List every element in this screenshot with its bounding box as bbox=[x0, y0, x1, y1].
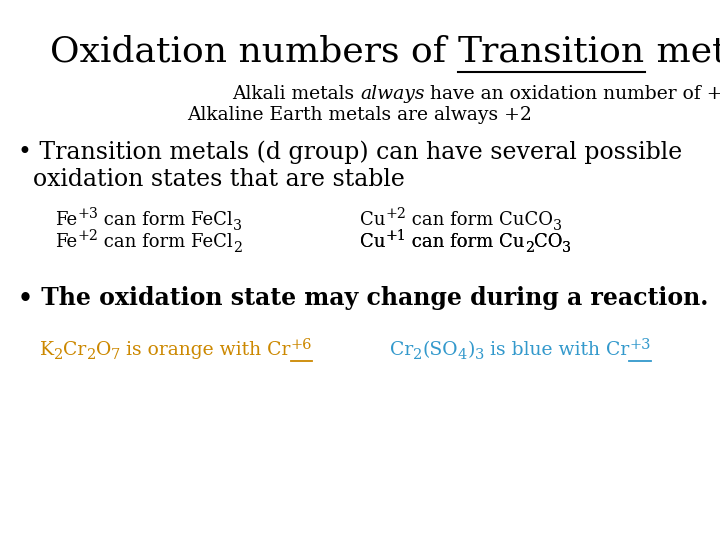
Text: can form FeCl: can form FeCl bbox=[98, 211, 233, 229]
Text: Alkali metals: Alkali metals bbox=[232, 85, 360, 103]
Text: have an oxidation number of +1: have an oxidation number of +1 bbox=[425, 85, 720, 103]
Text: always: always bbox=[360, 85, 425, 103]
Text: Fe: Fe bbox=[55, 233, 77, 251]
Text: can form Cu: can form Cu bbox=[406, 233, 525, 251]
Text: Oxidation numbers of: Oxidation numbers of bbox=[50, 35, 458, 69]
Text: Fe: Fe bbox=[55, 211, 77, 229]
Text: +6: +6 bbox=[291, 338, 312, 352]
Text: 2: 2 bbox=[233, 241, 242, 255]
Text: Transition: Transition bbox=[458, 35, 644, 69]
Text: Cr: Cr bbox=[63, 341, 86, 359]
Text: +1: +1 bbox=[385, 229, 406, 243]
Text: +3: +3 bbox=[629, 338, 651, 352]
Text: oxidation states that are stable: oxidation states that are stable bbox=[18, 168, 405, 191]
Text: CO: CO bbox=[534, 233, 562, 251]
Text: 2: 2 bbox=[525, 241, 534, 255]
Text: • The oxidation state may change during a reaction.: • The oxidation state may change during … bbox=[18, 286, 708, 310]
Text: +2: +2 bbox=[385, 207, 406, 221]
Text: Cu: Cu bbox=[360, 211, 385, 229]
Text: 3: 3 bbox=[554, 219, 562, 233]
Text: 4: 4 bbox=[458, 348, 467, 362]
Text: can form Cu: can form Cu bbox=[406, 233, 525, 251]
Text: CO: CO bbox=[534, 233, 562, 251]
Text: 7: 7 bbox=[111, 348, 120, 362]
Text: K: K bbox=[40, 341, 54, 359]
Text: +2: +2 bbox=[77, 229, 98, 243]
Text: 3: 3 bbox=[474, 348, 484, 362]
Text: Cu: Cu bbox=[360, 233, 385, 251]
Text: 3: 3 bbox=[562, 241, 571, 255]
Text: Cu: Cu bbox=[360, 233, 385, 251]
Text: can form FeCl: can form FeCl bbox=[98, 233, 233, 251]
Text: 3: 3 bbox=[562, 241, 571, 255]
Text: Cr: Cr bbox=[390, 341, 413, 359]
Text: • Transition metals (d group) can have several possible: • Transition metals (d group) can have s… bbox=[18, 140, 683, 164]
Text: ): ) bbox=[467, 341, 474, 359]
Text: 2: 2 bbox=[525, 241, 534, 255]
Text: is blue with Cr: is blue with Cr bbox=[484, 341, 629, 359]
Text: is orange with Cr: is orange with Cr bbox=[120, 341, 291, 359]
Text: 2: 2 bbox=[86, 348, 96, 362]
Text: metals: metals bbox=[644, 35, 720, 69]
Text: can form CuCO: can form CuCO bbox=[406, 211, 554, 229]
Text: +1: +1 bbox=[385, 229, 406, 243]
Text: 2: 2 bbox=[413, 348, 423, 362]
Text: +3: +3 bbox=[77, 207, 98, 221]
Text: (SO: (SO bbox=[423, 341, 458, 359]
Text: Alkaline Earth metals are always +2: Alkaline Earth metals are always +2 bbox=[188, 106, 532, 124]
Text: 3: 3 bbox=[233, 219, 242, 233]
Text: 2: 2 bbox=[54, 348, 63, 362]
Text: O: O bbox=[96, 341, 111, 359]
